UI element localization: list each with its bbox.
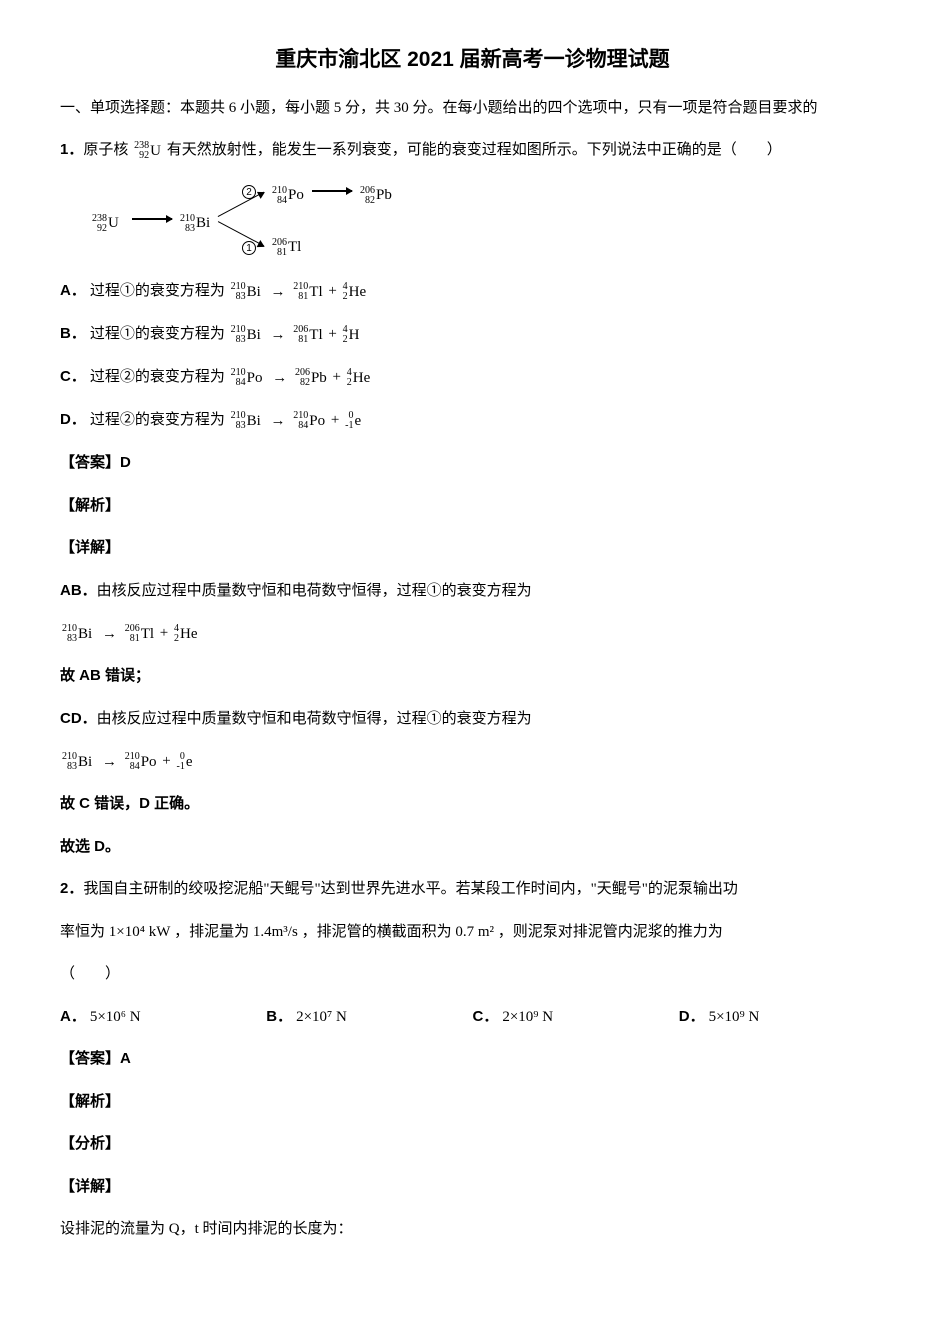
q2-stem-line2: 率恒为 1×10⁴ kW ，排泥量为 1.4m³/s ，排泥管的横截面积为 0.… [60,918,885,947]
diagram-circ1: 1 [242,235,256,262]
page-title: 重庆市渝北区 2021 届新高考一诊物理试题 [60,40,885,80]
diagram-tl206: 20681Tl [270,233,303,262]
q1-option-c: C．过程②的衰变方程为 21084Po → 20682Pb + 42He [60,363,885,392]
diagram-arrow-down [218,221,265,247]
q1-cd-equation: 21083Bi → 21084Po + 0-1e [60,747,885,776]
q1-answer: 【答案】D [60,449,885,478]
section-heading: 一、单项选择题：本题共 6 小题，每小题 5 分，共 30 分。在每小题给出的四… [60,94,885,123]
q2-detail: 设排泥的流量为 Q，t 时间内排泥的长度为： [60,1215,885,1244]
q1-ab-explain: AB．由核反应过程中质量数守恒和电荷数守恒得，过程①的衰变方程为 [60,577,885,606]
q1-jiexi: 【解析】 [60,492,885,521]
q2-flow: 1.4m³/s [253,924,298,940]
diagram-u238: 23892U [90,209,121,238]
q2-jiexi: 【解析】 [60,1088,885,1117]
diagram-arrow-1 [132,218,172,219]
q1-number: 1． [60,141,83,158]
q2-xiangjie: 【详解】 [60,1173,885,1202]
q1-ab-equation: 21083Bi → 20681Tl + 42He [60,619,885,648]
q2-fenxi: 【分析】 [60,1130,885,1159]
q2-options-row: A．5×10⁶ N B．2×10⁷ N C．2×10⁹ N D．5×10⁹ N [60,1003,885,1032]
diagram-pb206: 20682Pb [358,181,394,210]
q2-option-a: A．5×10⁶ N [60,1003,266,1032]
q2-power: 1×10⁴ kW [109,924,171,940]
q2-option-c: C．2×10⁹ N [473,1003,679,1032]
q2-paren: （ ） [60,960,885,989]
q1-option-a: A．过程①的衰变方程为 21083Bi → 21081Tl + 42He [60,277,885,306]
q1-stem-post: 有天然放射性，能发生一系列衰变，可能的衰变过程如图所示。下列说法中正确的是（ ） [167,142,782,158]
q1-final: 故选 D。 [60,833,885,862]
q1-stem: 1．原子核 23892U 有天然放射性，能发生一系列衰变，可能的衰变过程如图所示… [60,136,885,165]
q2-option-d: D．5×10⁹ N [679,1003,885,1032]
q1-xiangjie: 【详解】 [60,534,885,563]
q1-option-d: D．过程②的衰变方程为 21083Bi → 21084Po + 0-1e [60,406,885,435]
nuclide-u238: 23892U [134,137,161,166]
q2-area: 0.7 m² [455,924,494,940]
q1-option-b: B．过程①的衰变方程为 21083Bi → 20681Tl + 42H [60,320,885,349]
diagram-bi210: 21083Bi [178,209,212,238]
diagram-po210: 21084Po [270,181,306,210]
diagram-arrow-up [218,192,265,218]
q1-stem-pre: 原子核 [83,142,128,158]
diagram-arrow-top [312,190,352,191]
q2-answer: 【答案】A [60,1045,885,1074]
q1-cd-explain: CD．由核反应过程中质量数守恒和电荷数守恒得，过程①的衰变方程为 [60,705,885,734]
q2-option-b: B．2×10⁷ N [266,1003,472,1032]
decay-diagram: 23892U 21083Bi 2 21084Po 20682Pb 1 20681… [90,183,450,253]
q1-ab-conclusion: 故 AB 错误； [60,662,885,691]
q2-stem-line1: 2．我国自主研制的绞吸挖泥船"天鲲号"达到世界先进水平。若某段工作时间内，"天鲲… [60,875,885,904]
diagram-circ2: 2 [242,179,256,206]
q1-cd-conclusion: 故 C 错误，D 正确。 [60,790,885,819]
